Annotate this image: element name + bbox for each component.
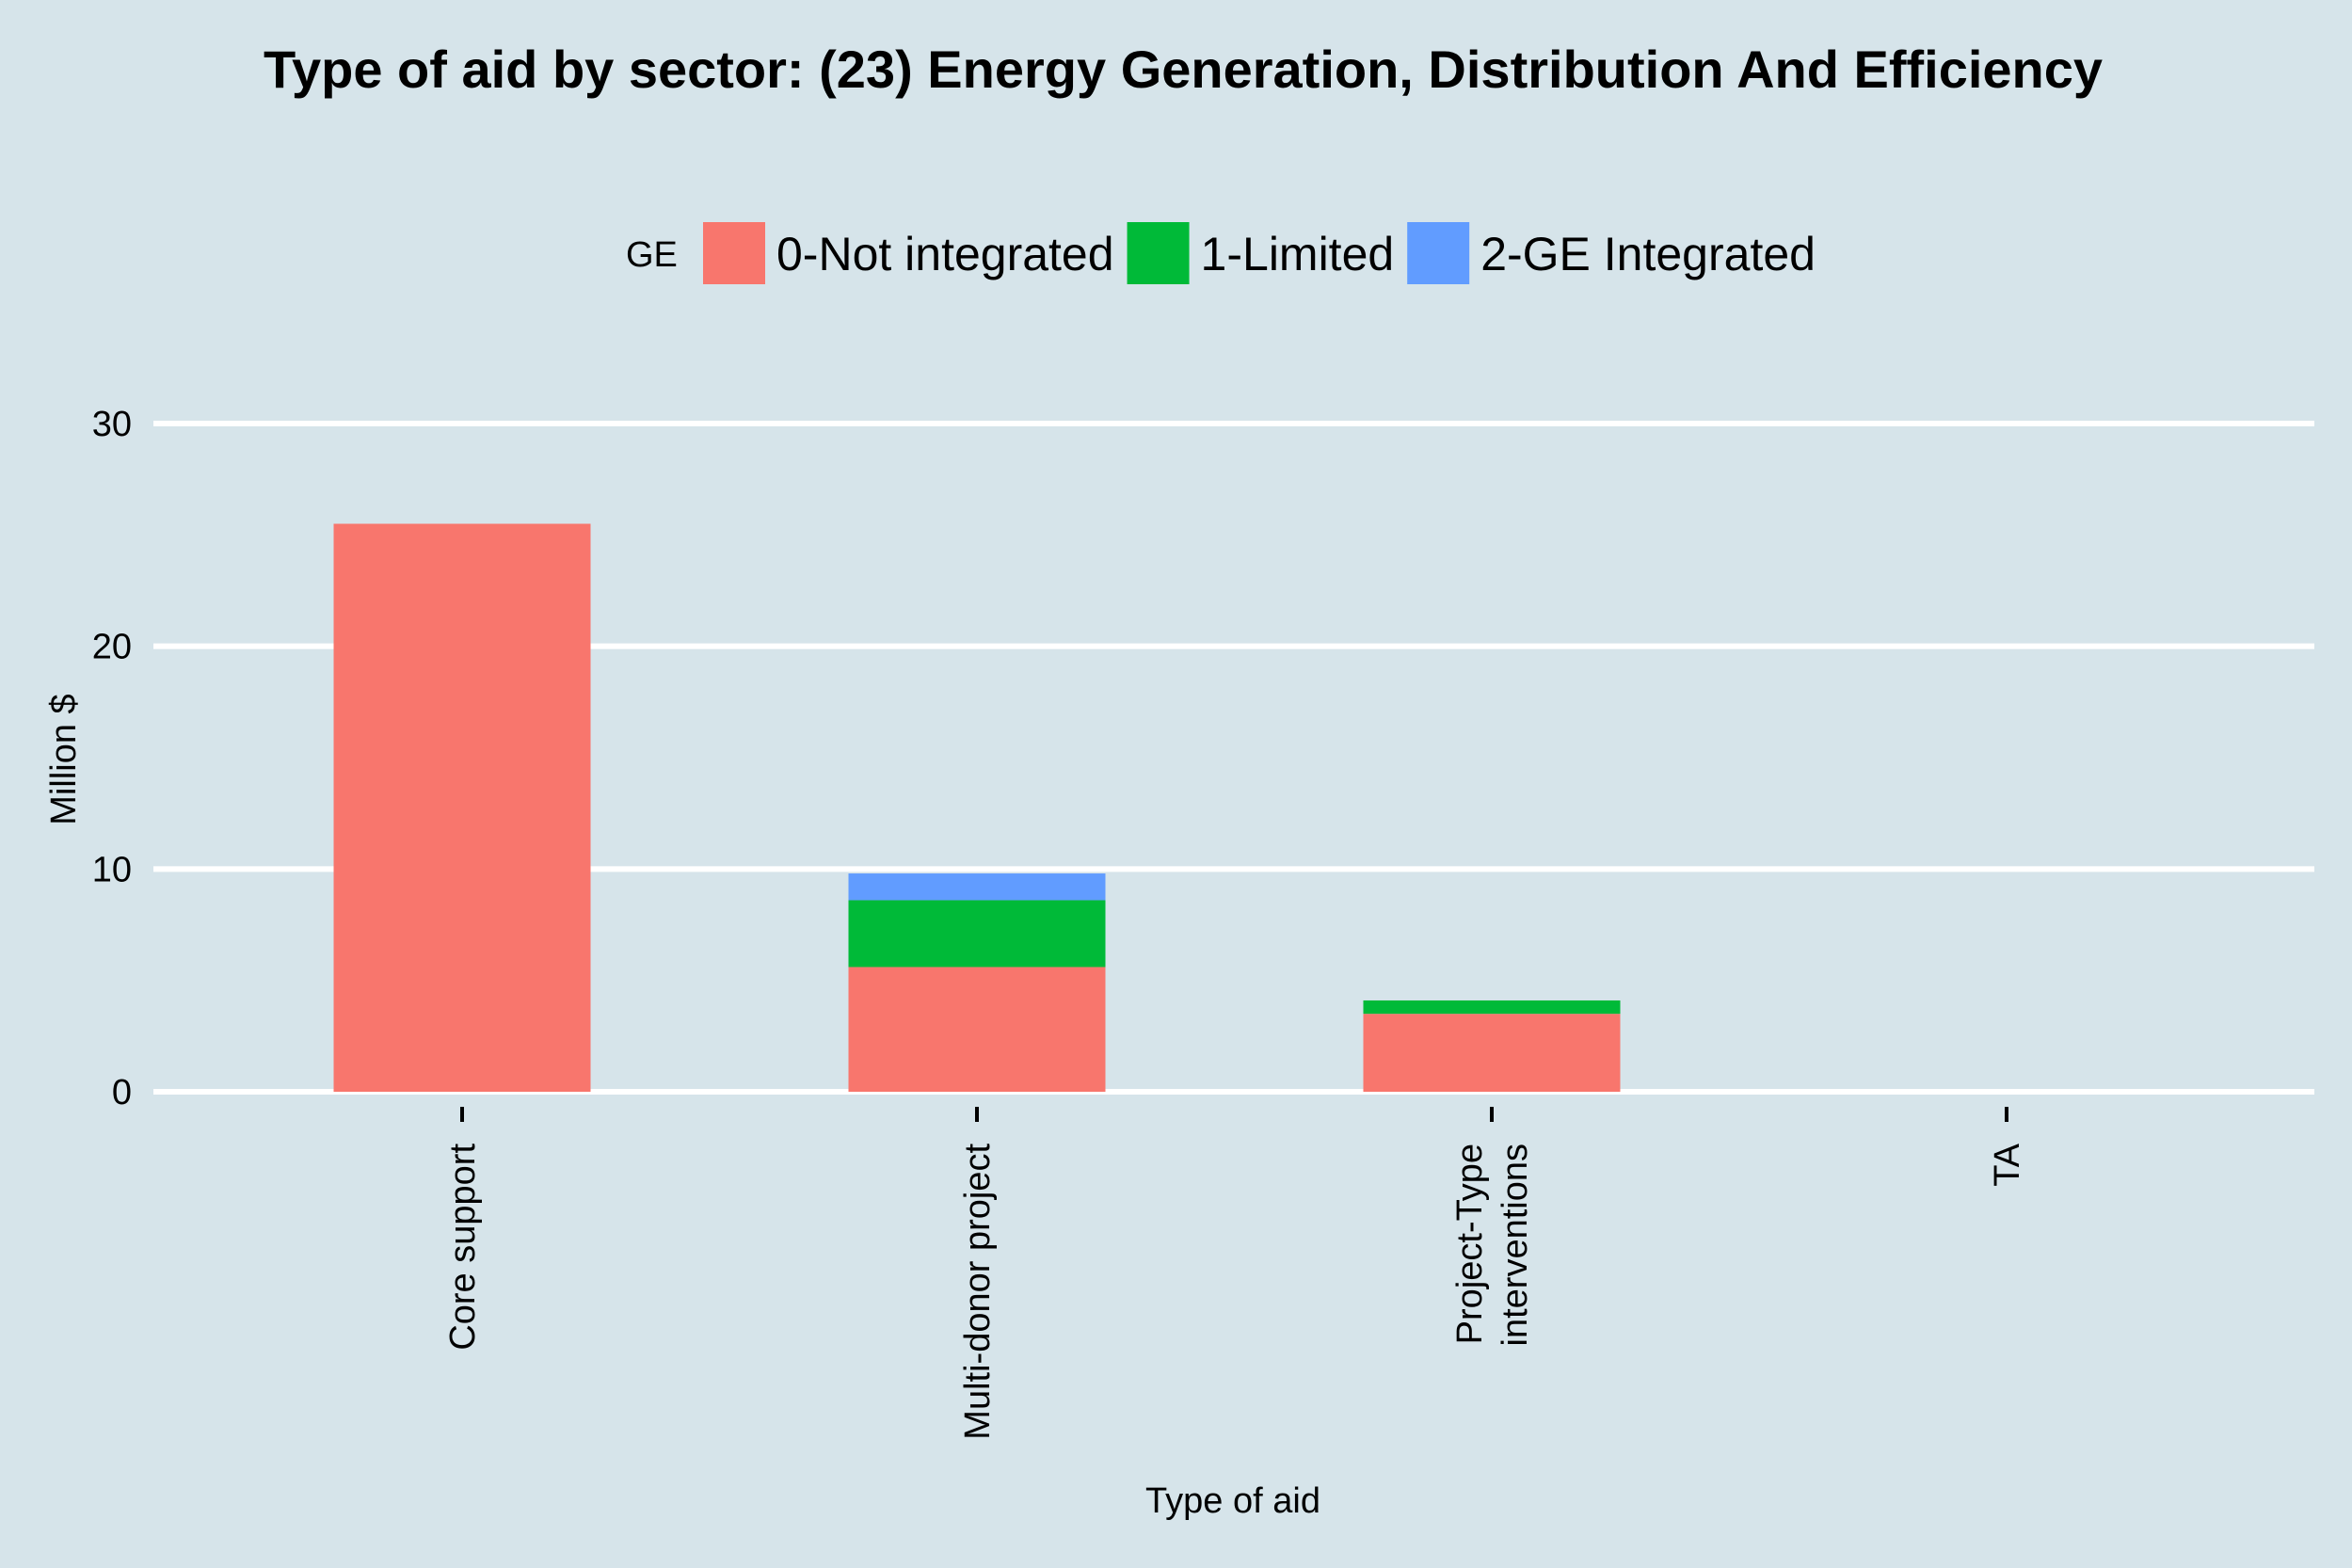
legend-label-2: 1-Limited	[1201, 228, 1395, 280]
chart-title: Type of aid by sector: (23) Energy Gener…	[264, 40, 2103, 99]
y-axis-ticks: 0 10 20 30	[92, 405, 132, 1112]
legend-key-3	[1407, 222, 1470, 284]
bars	[333, 523, 1621, 1092]
bar-2-series-1	[848, 967, 1106, 1092]
y-tick-label-0: 0	[112, 1073, 132, 1112]
bar-3-series-1	[1363, 1014, 1621, 1092]
x-tick-label-3: Project-Type interventions	[1450, 1144, 1535, 1346]
x-tick-label-1: Core support	[443, 1144, 483, 1351]
bar-3-series-2	[1363, 1000, 1621, 1015]
x-tick-label-2: Multi-donor project	[958, 1144, 998, 1440]
y-axis-title: Million $	[44, 694, 84, 824]
y-tick-label-30: 30	[92, 405, 132, 444]
x-axis-title: Type of aid	[1145, 1481, 1320, 1521]
legend-label-1: 0-Not integrated	[776, 228, 1114, 280]
x-tick-label-4: TA	[1988, 1143, 2027, 1186]
legend-key-2	[1127, 222, 1190, 284]
bar-2-series-2	[848, 900, 1106, 968]
legend-key-1	[703, 222, 765, 284]
legend-label-3: 2-GE Integrated	[1480, 228, 1816, 280]
legend: GE 0-Not integrated 1-Limited 2-GE Integra…	[626, 222, 1816, 284]
bar-2-series-3	[848, 873, 1106, 901]
legend-title: GE	[626, 235, 678, 275]
x-axis-ticks: Core support Multi-donor project Project-T…	[443, 1107, 2027, 1440]
y-tick-label-20: 20	[92, 628, 132, 667]
y-tick-label-10: 10	[92, 850, 132, 889]
bar-1-series-1	[333, 523, 591, 1092]
